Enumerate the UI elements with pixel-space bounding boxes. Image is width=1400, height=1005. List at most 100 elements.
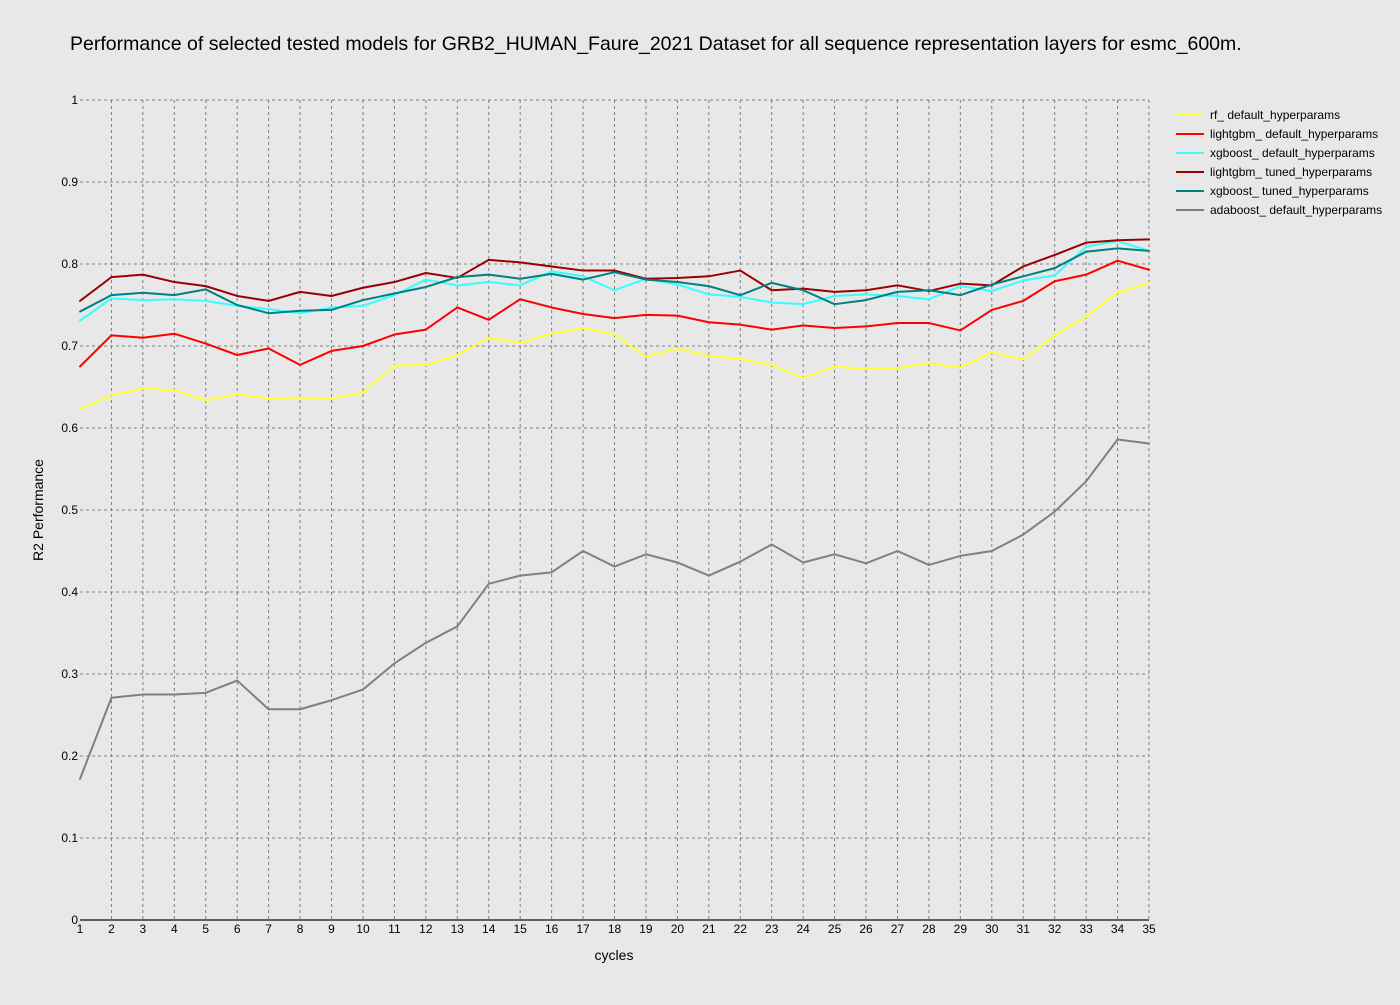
data-point <box>1085 245 1088 248</box>
data-point <box>582 278 585 281</box>
data-point <box>644 278 647 281</box>
data-point <box>990 351 993 354</box>
data-point <box>1116 291 1119 294</box>
series-group <box>79 247 1150 315</box>
data-point <box>833 553 836 556</box>
data-point <box>393 281 396 284</box>
x-tick-label: 14 <box>482 922 496 936</box>
data-point <box>644 553 647 556</box>
data-point <box>141 291 144 294</box>
data-point <box>959 282 962 285</box>
data-point <box>393 364 396 367</box>
data-point <box>865 289 868 292</box>
data-point <box>959 285 962 288</box>
data-point <box>865 325 868 328</box>
data-point <box>1053 510 1056 513</box>
data-point <box>267 308 270 311</box>
legend-label: rf_ default_hyperparams <box>1210 108 1340 122</box>
y-tick-label: 0.3 <box>61 667 78 681</box>
data-point <box>739 269 742 272</box>
data-point <box>299 363 302 366</box>
data-point <box>865 367 868 370</box>
data-point <box>330 308 333 311</box>
data-point <box>487 582 490 585</box>
data-point <box>487 258 490 261</box>
data-point <box>173 281 176 284</box>
x-tick-label: 13 <box>451 922 465 936</box>
data-point <box>361 345 364 347</box>
data-point <box>519 284 522 287</box>
y-tick-label: 0.5 <box>61 503 78 517</box>
y-tick-label: 0.7 <box>61 339 78 353</box>
x-tick-label: 18 <box>608 922 622 936</box>
x-tick-label: 12 <box>419 922 433 936</box>
x-tick-label: 26 <box>859 922 873 936</box>
series-group <box>79 259 1150 368</box>
data-point <box>1053 274 1056 277</box>
series-lines <box>79 238 1150 780</box>
data-point <box>676 347 679 350</box>
data-point <box>1022 275 1025 278</box>
data-point <box>141 693 144 696</box>
x-tick-label: 19 <box>639 922 653 936</box>
legend-label: lightgbm_ tuned_hyperparams <box>1210 165 1372 179</box>
data-point <box>110 276 113 279</box>
data-point <box>770 301 773 304</box>
data-point <box>424 328 427 331</box>
data-point <box>927 322 930 325</box>
series-group <box>79 240 1150 322</box>
data-point <box>141 387 144 390</box>
data-point <box>424 641 427 644</box>
data-point <box>519 277 522 280</box>
data-point <box>236 393 239 396</box>
data-point <box>959 366 962 369</box>
x-tick-label: 32 <box>1048 922 1062 936</box>
y-tick-label: 0.6 <box>61 421 78 435</box>
data-point <box>267 397 270 400</box>
data-point <box>802 324 805 327</box>
data-point <box>79 299 81 302</box>
data-point <box>707 321 710 324</box>
data-point <box>79 319 81 322</box>
data-point <box>519 574 522 577</box>
data-point <box>927 289 930 292</box>
data-point <box>1022 358 1025 361</box>
data-point <box>236 679 239 682</box>
data-point <box>1148 238 1150 241</box>
data-point <box>110 696 113 699</box>
data-point <box>456 625 459 628</box>
data-point <box>707 293 710 296</box>
x-tick-label: 1 <box>77 922 84 936</box>
data-point <box>1053 253 1056 256</box>
x-tick-label: 5 <box>202 922 209 936</box>
x-tick-label: 23 <box>765 922 779 936</box>
data-point <box>330 397 333 400</box>
data-point <box>267 312 270 315</box>
y-tick-label: 0.8 <box>61 257 78 271</box>
x-tick-label: 7 <box>265 922 272 936</box>
y-tick-label: 0.9 <box>61 175 78 189</box>
data-point <box>1116 259 1119 262</box>
data-point <box>361 286 364 289</box>
data-point <box>770 281 773 284</box>
data-point <box>1022 533 1025 536</box>
x-tick-label: 4 <box>171 922 178 936</box>
data-point <box>550 571 553 574</box>
data-point <box>361 688 364 691</box>
y-tick-label: 1 <box>71 93 78 107</box>
data-point <box>173 294 176 297</box>
data-point <box>959 294 962 297</box>
data-point <box>1085 273 1088 276</box>
data-point <box>833 290 836 293</box>
chart-title: Performance of selected tested models fo… <box>70 33 1242 55</box>
data-point <box>802 289 805 292</box>
data-point <box>1085 315 1088 318</box>
data-point <box>739 295 742 298</box>
data-point <box>330 699 333 702</box>
data-point <box>582 550 585 552</box>
x-tick-label: 34 <box>1111 922 1125 936</box>
data-point <box>1053 334 1056 337</box>
data-point <box>173 389 176 392</box>
